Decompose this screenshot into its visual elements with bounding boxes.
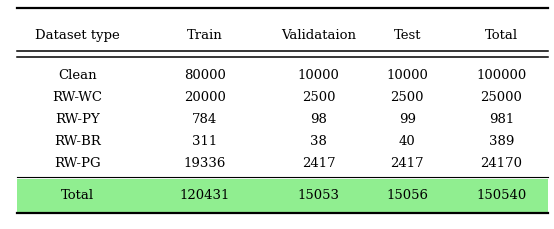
Bar bbox=[17, 179, 548, 212]
Text: 98: 98 bbox=[310, 113, 327, 125]
Text: 38: 38 bbox=[310, 134, 327, 147]
Text: RW-BR: RW-BR bbox=[54, 134, 101, 147]
Text: 2417: 2417 bbox=[391, 156, 424, 169]
Text: Dataset type: Dataset type bbox=[35, 29, 120, 42]
Text: 784: 784 bbox=[192, 113, 218, 125]
Text: 389: 389 bbox=[489, 134, 514, 147]
Text: Total: Total bbox=[485, 29, 518, 42]
Text: 311: 311 bbox=[192, 134, 218, 147]
Text: 80000: 80000 bbox=[184, 69, 226, 82]
Text: 10000: 10000 bbox=[297, 69, 340, 82]
Text: 15053: 15053 bbox=[297, 189, 340, 202]
Text: Train: Train bbox=[187, 29, 223, 42]
Text: 20000: 20000 bbox=[184, 91, 226, 104]
Text: 2417: 2417 bbox=[302, 156, 335, 169]
Text: RW-PY: RW-PY bbox=[55, 113, 100, 125]
Text: 15056: 15056 bbox=[386, 189, 428, 202]
Text: Total: Total bbox=[61, 189, 94, 202]
Text: Test: Test bbox=[393, 29, 421, 42]
Text: 981: 981 bbox=[489, 113, 514, 125]
Text: 25000: 25000 bbox=[480, 91, 522, 104]
Text: Validataion: Validataion bbox=[281, 29, 356, 42]
Text: 40: 40 bbox=[399, 134, 416, 147]
Text: 120431: 120431 bbox=[180, 189, 230, 202]
Text: 2500: 2500 bbox=[391, 91, 424, 104]
Text: 150540: 150540 bbox=[476, 189, 526, 202]
Text: 24170: 24170 bbox=[480, 156, 522, 169]
Text: RW-PG: RW-PG bbox=[54, 156, 101, 169]
Text: 10000: 10000 bbox=[386, 69, 428, 82]
Text: Clean: Clean bbox=[58, 69, 97, 82]
Text: 2500: 2500 bbox=[302, 91, 335, 104]
Text: RW-WC: RW-WC bbox=[53, 91, 102, 104]
Text: 99: 99 bbox=[399, 113, 416, 125]
Text: 19336: 19336 bbox=[184, 156, 226, 169]
Text: 100000: 100000 bbox=[476, 69, 526, 82]
